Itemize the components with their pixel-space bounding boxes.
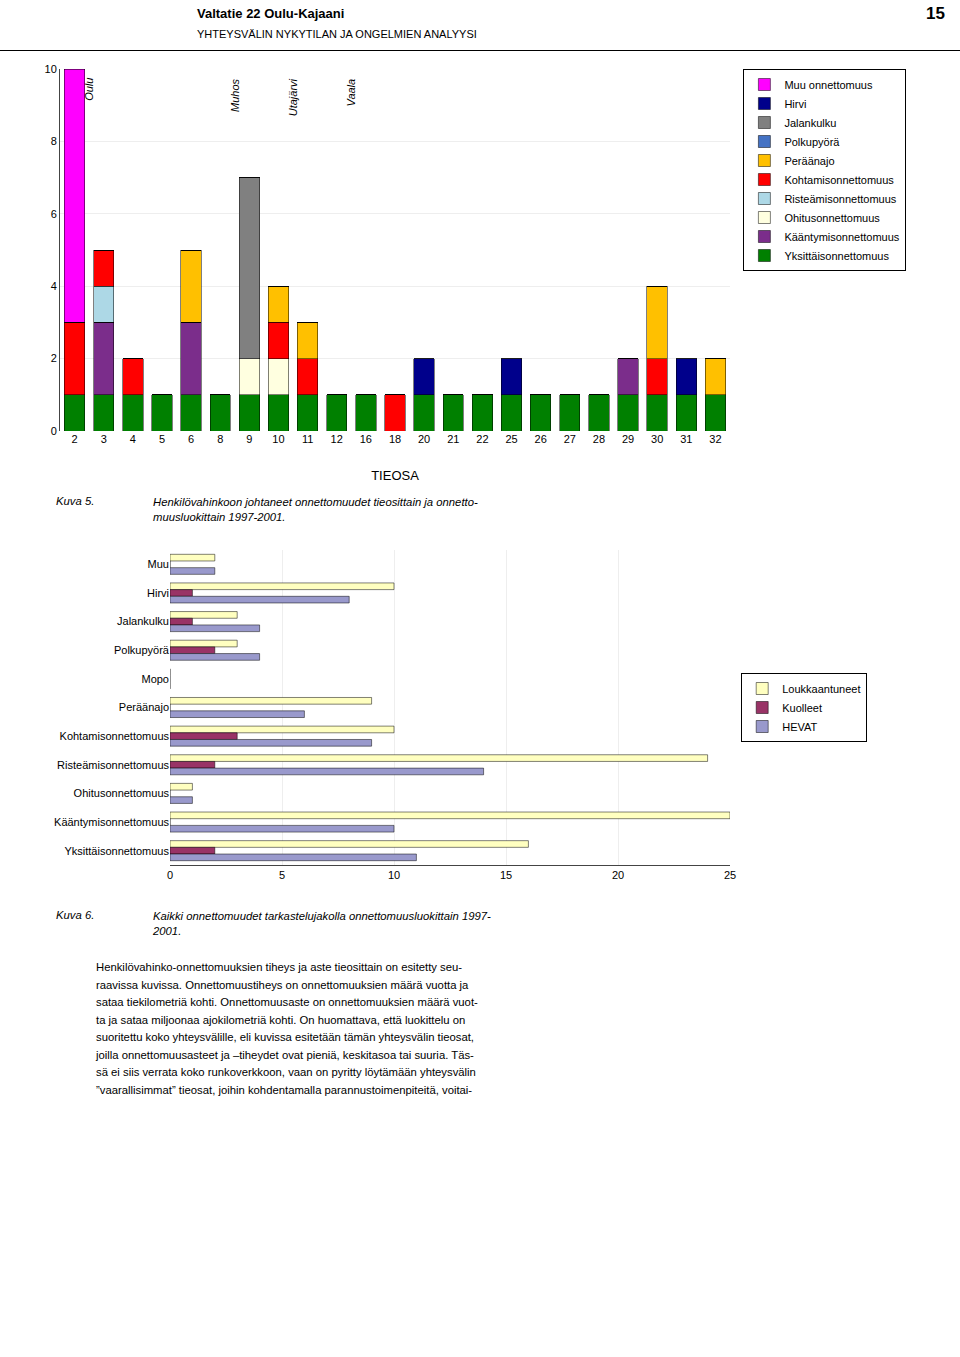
svg-text:31: 31 <box>680 433 692 445</box>
svg-text:Muu: Muu <box>148 558 169 570</box>
svg-text:9: 9 <box>246 433 252 445</box>
svg-text:Polkupyörä: Polkupyörä <box>114 644 170 656</box>
svg-text:16: 16 <box>360 433 372 445</box>
svg-text:0: 0 <box>51 425 57 437</box>
svg-text:6: 6 <box>188 433 194 445</box>
svg-text:2: 2 <box>72 433 78 445</box>
svg-text:21: 21 <box>447 433 459 445</box>
svg-text:4: 4 <box>51 280 57 292</box>
svg-text:Vaala: Vaala <box>345 79 357 107</box>
svg-text:27: 27 <box>564 433 576 445</box>
svg-text:8: 8 <box>217 433 223 445</box>
html-text:Kaikki onnettomuudet tarkastel: Kaikki onnettomuudet tarkastelujakolla o… <box>153 910 491 937</box>
svg-text:12: 12 <box>331 433 343 445</box>
html-text:YHTEYSVÄLIN NYKYTILAN JA ONGEL: YHTEYSVÄLIN NYKYTILAN JA ONGELMIEN ANALY… <box>197 28 477 40</box>
svg-text:Peräänajo: Peräänajo <box>784 155 834 167</box>
svg-text:Kääntymisonnettomuus: Kääntymisonnettomuus <box>784 231 899 243</box>
svg-text:Jalankulku: Jalankulku <box>784 117 836 129</box>
svg-text:28: 28 <box>593 433 605 445</box>
svg-text:10: 10 <box>45 63 57 75</box>
svg-text:Utajärvi: Utajärvi <box>287 78 299 116</box>
svg-text:0: 0 <box>167 869 173 881</box>
svg-text:Mopo: Mopo <box>141 673 169 685</box>
svg-text:Hirvi: Hirvi <box>147 587 169 599</box>
svg-text:Yksittäisonnettomuus: Yksittäisonnettomuus <box>64 845 169 857</box>
svg-text:20: 20 <box>418 433 430 445</box>
html-text:Kuva 5.: Kuva 5. <box>56 495 95 507</box>
html-text:Valtatie 22 Oulu-Kajaani: Valtatie 22 Oulu-Kajaani <box>197 6 345 21</box>
svg-text:Kohtamisonnettomuus: Kohtamisonnettomuus <box>784 174 894 186</box>
svg-text:Ohitusonnettomuus: Ohitusonnettomuus <box>784 212 880 224</box>
svg-text:18: 18 <box>389 433 401 445</box>
svg-text:Hirvi: Hirvi <box>784 98 806 110</box>
svg-text:Peräänajo: Peräänajo <box>119 701 169 713</box>
svg-text:6: 6 <box>51 208 57 220</box>
svg-text:Loukkaantuneet: Loukkaantuneet <box>782 683 860 695</box>
svg-text:25: 25 <box>724 869 736 881</box>
svg-text:Risteämisonnettomuus: Risteämisonnettomuus <box>57 759 169 771</box>
html-text:Kuva 6.: Kuva 6. <box>56 909 95 921</box>
svg-text:29: 29 <box>622 433 634 445</box>
svg-text:TIEOSA: TIEOSA <box>371 468 419 483</box>
svg-text:10: 10 <box>388 869 400 881</box>
svg-text:Risteämisonnettomuus: Risteämisonnettomuus <box>784 193 896 205</box>
svg-text:Polkupyörä: Polkupyörä <box>784 136 840 148</box>
svg-text:25: 25 <box>505 433 517 445</box>
svg-text:Ohitusonnettomuus: Ohitusonnettomuus <box>74 787 170 799</box>
svg-text:8: 8 <box>51 135 57 147</box>
html-text:Henkilövahinkoon johtaneet onn: Henkilövahinkoon johtaneet onnettomuudet… <box>153 496 478 523</box>
svg-text:26: 26 <box>535 433 547 445</box>
svg-text:Oulu: Oulu <box>83 78 95 101</box>
svg-text:30: 30 <box>651 433 663 445</box>
html-text:Henkilövahinko-onnettomuuksien: Henkilövahinko-onnettomuuksien tiheys ja… <box>96 961 478 1096</box>
svg-text:Kuolleet: Kuolleet <box>782 702 822 714</box>
svg-text:Yksittäisonnettomuus: Yksittäisonnettomuus <box>784 250 889 262</box>
svg-text:4: 4 <box>130 433 136 445</box>
svg-text:Kääntymisonnettomuus: Kääntymisonnettomuus <box>54 816 169 828</box>
svg-text:2: 2 <box>51 352 57 364</box>
svg-text:22: 22 <box>476 433 488 445</box>
html-text:15: 15 <box>926 4 945 23</box>
svg-text:5: 5 <box>159 433 165 445</box>
svg-text:3: 3 <box>101 433 107 445</box>
svg-text:11: 11 <box>302 433 313 445</box>
svg-text:10: 10 <box>272 433 284 445</box>
svg-text:HEVAT: HEVAT <box>782 721 817 733</box>
svg-text:32: 32 <box>709 433 721 445</box>
svg-text:Muu onnettomuus: Muu onnettomuus <box>784 79 873 91</box>
svg-text:15: 15 <box>500 869 512 881</box>
svg-text:20: 20 <box>612 869 624 881</box>
svg-text:Jalankulku: Jalankulku <box>117 615 169 627</box>
svg-text:Muhos: Muhos <box>229 79 241 113</box>
svg-text:Kohtamisonnettomuus: Kohtamisonnettomuus <box>60 730 170 742</box>
svg-text:5: 5 <box>279 869 285 881</box>
